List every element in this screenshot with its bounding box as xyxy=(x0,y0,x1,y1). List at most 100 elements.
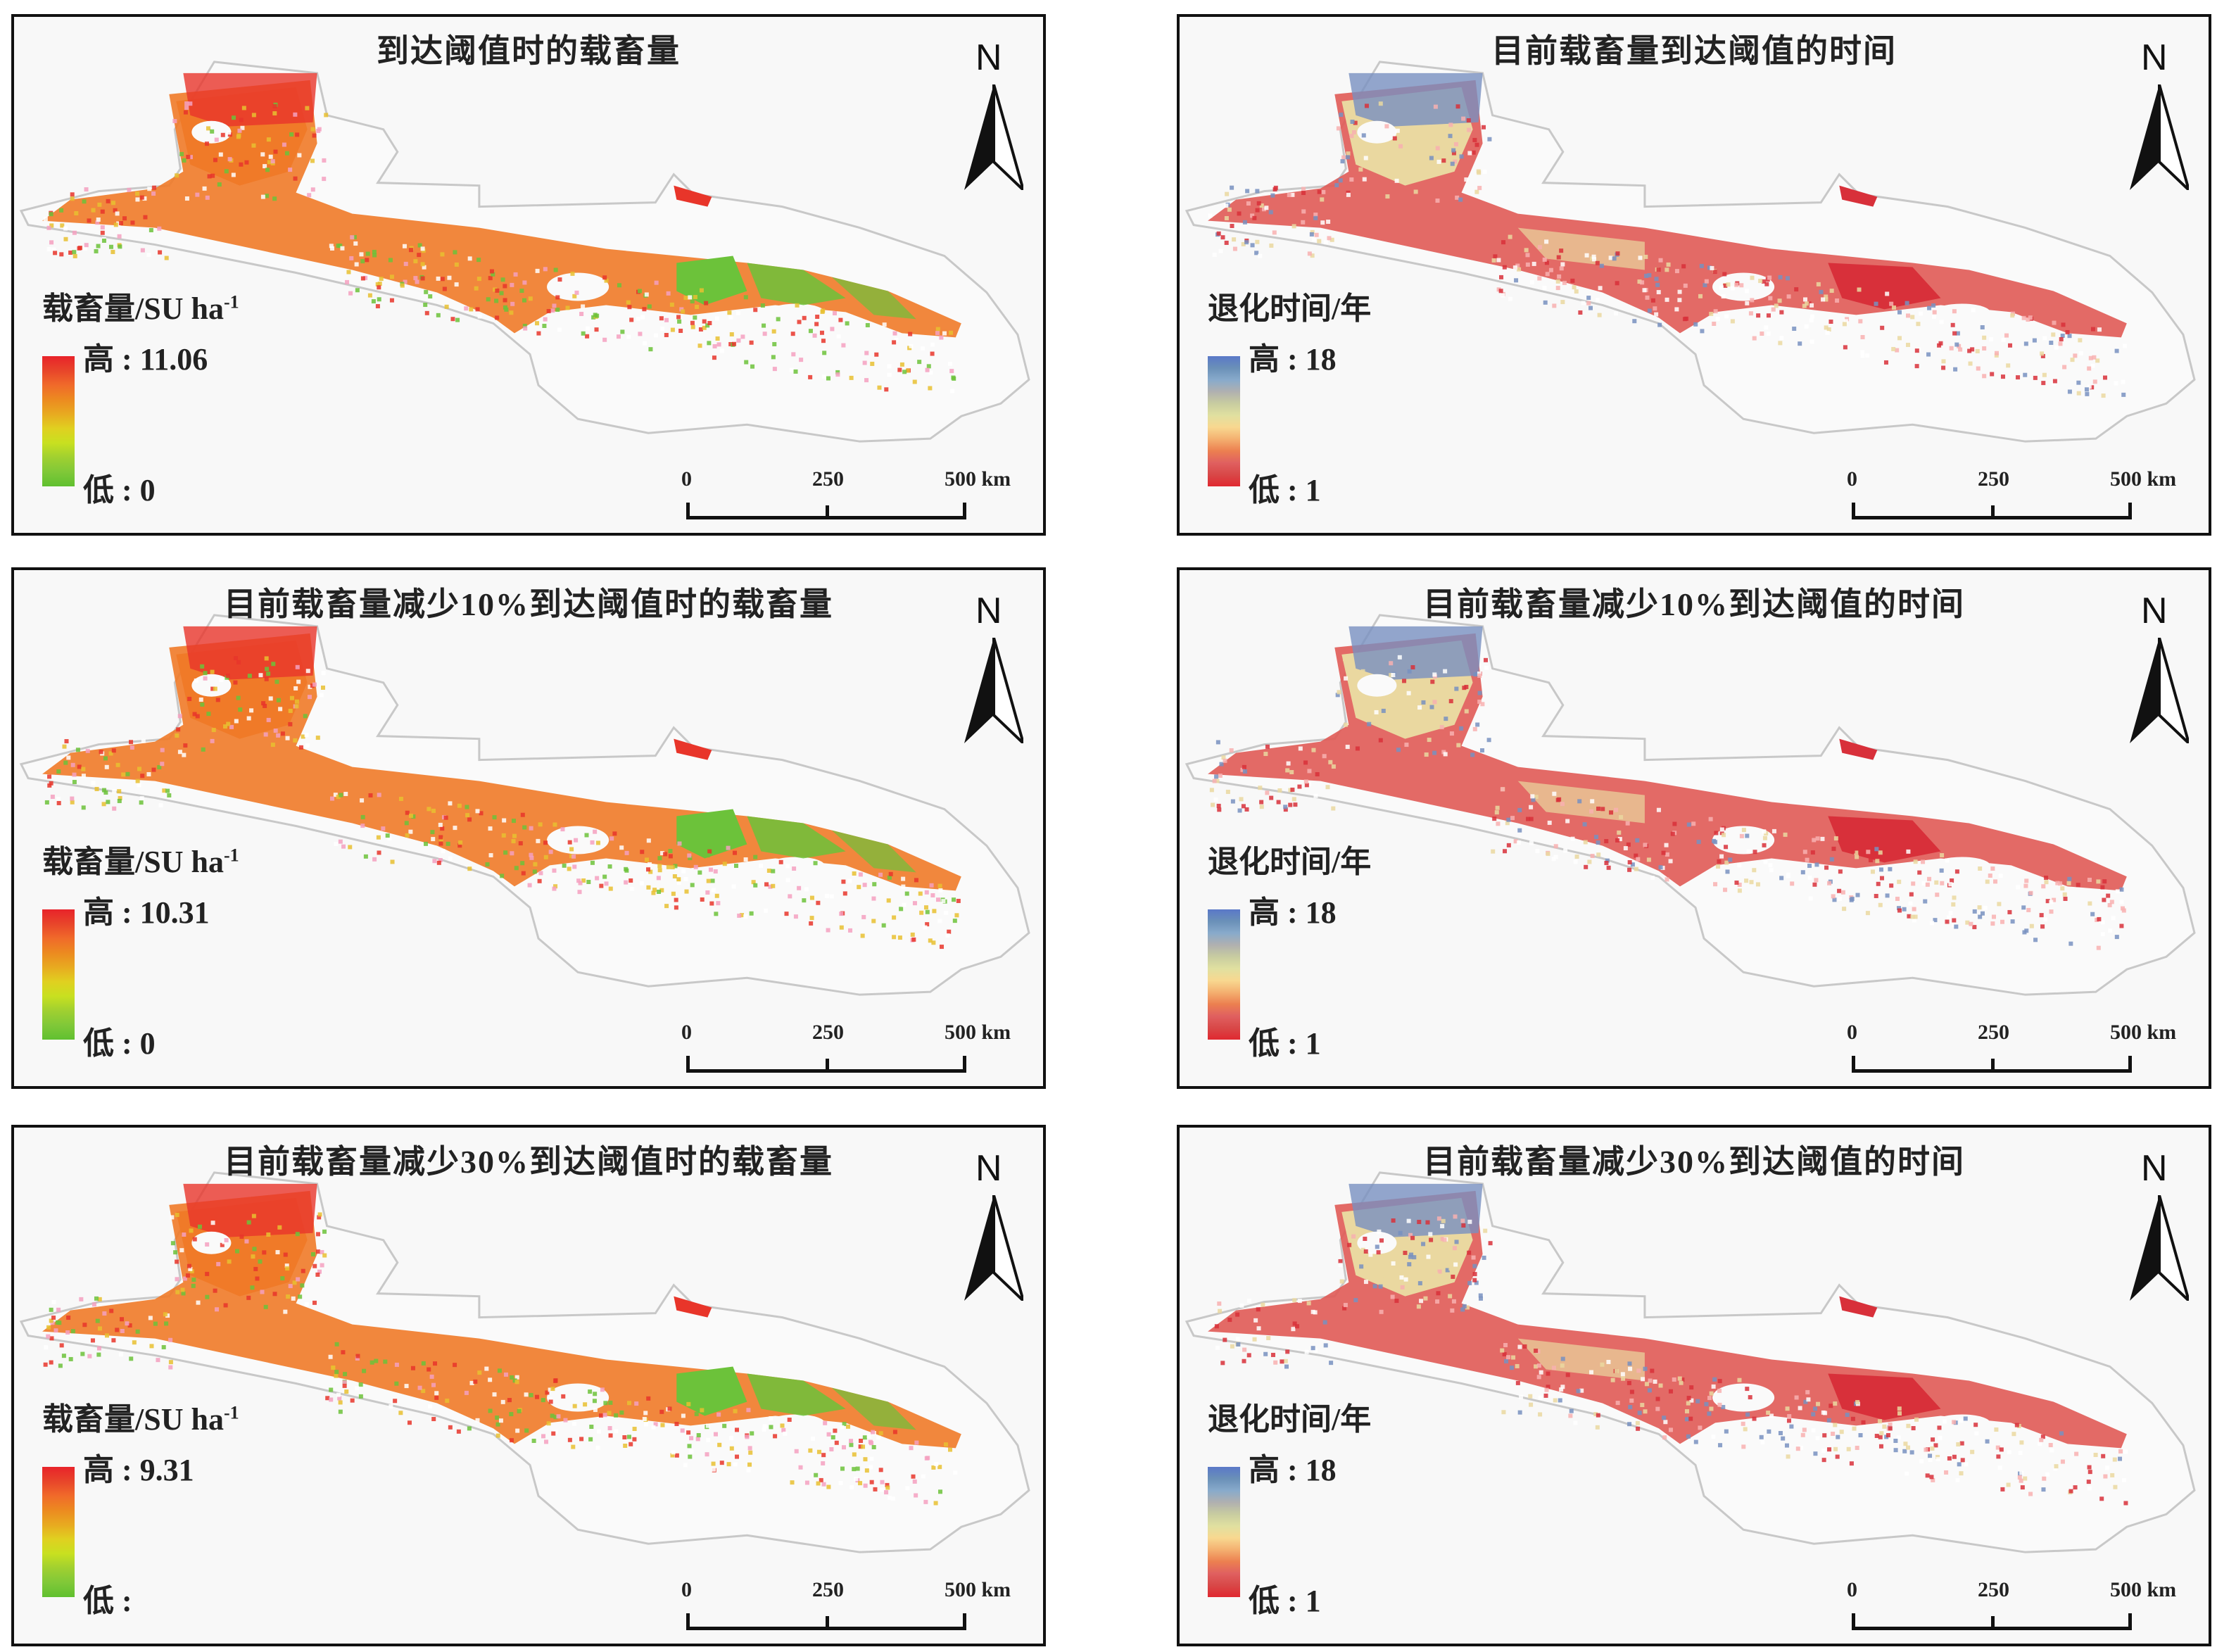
raster-cell xyxy=(706,1437,711,1442)
raster-cell xyxy=(331,1365,336,1370)
raster-cell xyxy=(607,1426,612,1431)
raster-cell xyxy=(1284,1364,1289,1369)
raster-cell xyxy=(477,1370,482,1375)
raster-cell xyxy=(829,894,834,899)
raster-cell xyxy=(1975,348,1980,353)
raster-cell xyxy=(1544,260,1549,265)
raster-cell xyxy=(1409,1252,1414,1257)
raster-cell xyxy=(1239,797,1244,802)
raster-cell xyxy=(315,1232,320,1237)
map-panel: 到达阈值时的载畜量 N 载畜量/SU ha-1 高 : 11.06 低 : 0 … xyxy=(11,14,1046,536)
raster-cell xyxy=(1241,804,1246,809)
raster-cell xyxy=(1726,282,1731,287)
raster-cell xyxy=(1831,1432,1836,1437)
raster-cell xyxy=(440,277,445,282)
raster-cell xyxy=(84,243,89,248)
raster-cell xyxy=(477,314,482,319)
raster-cell xyxy=(550,308,555,313)
raster-cell xyxy=(1288,802,1293,807)
raster-cell xyxy=(1536,1375,1541,1380)
raster-cell xyxy=(63,760,68,765)
raster-cell xyxy=(1329,237,1334,242)
raster-cell xyxy=(60,223,65,228)
raster-cell xyxy=(192,1237,197,1242)
raster-cell xyxy=(198,697,203,702)
raster-cell xyxy=(329,1387,334,1392)
raster-cell xyxy=(1761,279,1766,284)
north-label: N xyxy=(2141,1148,2168,1189)
raster-cell xyxy=(1309,232,1314,237)
raster-cell xyxy=(2068,1489,2073,1494)
raster-cell xyxy=(671,891,676,896)
raster-cell xyxy=(1301,191,1306,196)
raster-cell xyxy=(1456,743,1461,748)
raster-cell xyxy=(217,182,222,187)
raster-cell xyxy=(706,878,711,883)
raster-cell xyxy=(251,113,256,118)
raster-cell xyxy=(735,1454,740,1459)
raster-cell xyxy=(108,244,113,249)
raster-cell xyxy=(142,196,147,201)
raster-cell xyxy=(629,317,634,322)
raster-cell xyxy=(861,914,866,919)
raster-cell xyxy=(1215,778,1220,783)
raster-cell xyxy=(863,1457,868,1462)
raster-cell xyxy=(2028,890,2033,895)
raster-cell xyxy=(698,327,703,332)
raster-cell xyxy=(2022,930,2027,935)
raster-cell xyxy=(861,1444,866,1449)
north-label: N xyxy=(975,1148,1002,1189)
raster-cell xyxy=(1361,133,1366,138)
raster-cell xyxy=(602,275,607,280)
raster-cell xyxy=(91,208,96,213)
raster-cell xyxy=(1878,1444,1883,1449)
raster-cell xyxy=(1450,161,1455,166)
raster-cell xyxy=(2062,365,2067,370)
raster-cell xyxy=(684,889,689,894)
raster-cell xyxy=(1672,1377,1676,1382)
raster-cell xyxy=(1909,1450,1914,1455)
raster-cell xyxy=(1503,1342,1508,1347)
map-title: 目前载畜量减少30%到达阈值的时间 xyxy=(1423,1144,1965,1180)
raster-cell xyxy=(947,361,952,366)
raster-cell xyxy=(841,879,846,884)
raster-cell xyxy=(1242,1347,1247,1352)
raster-cell xyxy=(1912,918,1916,923)
raster-cell xyxy=(266,671,271,676)
raster-cell xyxy=(925,922,930,927)
raster-cell xyxy=(1590,799,1595,804)
raster-cell xyxy=(1573,859,1578,864)
raster-cell xyxy=(593,1408,598,1413)
raster-cell xyxy=(1815,836,1820,841)
raster-cell xyxy=(819,1477,823,1482)
raster-cell xyxy=(1681,264,1686,269)
raster-cell xyxy=(1674,269,1679,274)
raster-cell xyxy=(120,1317,125,1322)
raster-cell xyxy=(750,1431,754,1436)
raster-cell xyxy=(2019,1470,2024,1475)
raster-cell xyxy=(1745,1412,1750,1417)
raster-cell xyxy=(503,1372,508,1377)
raster-cell xyxy=(1289,770,1294,775)
raster-cell xyxy=(887,364,892,369)
scale-label-500: 500 km xyxy=(2110,467,2177,491)
raster-cell xyxy=(2073,1485,2078,1490)
raster-cell xyxy=(1351,1234,1356,1239)
raster-cell xyxy=(714,316,719,321)
raster-cell xyxy=(830,1435,835,1439)
raster-cell xyxy=(1578,310,1583,315)
raster-cell xyxy=(1906,313,1911,318)
raster-cell xyxy=(663,852,668,857)
raster-cell xyxy=(2121,1477,2126,1482)
raster-cell xyxy=(1462,1304,1467,1309)
raster-cell xyxy=(404,821,409,826)
raster-cell xyxy=(1965,920,1970,925)
raster-cell xyxy=(586,326,590,331)
raster-cell xyxy=(413,276,418,281)
raster-cell xyxy=(2067,876,2072,881)
raster-cell xyxy=(353,241,358,246)
raster-cell xyxy=(338,839,343,844)
raster-cell xyxy=(543,840,548,845)
raster-cell xyxy=(237,128,242,133)
raster-cell xyxy=(197,1224,202,1229)
